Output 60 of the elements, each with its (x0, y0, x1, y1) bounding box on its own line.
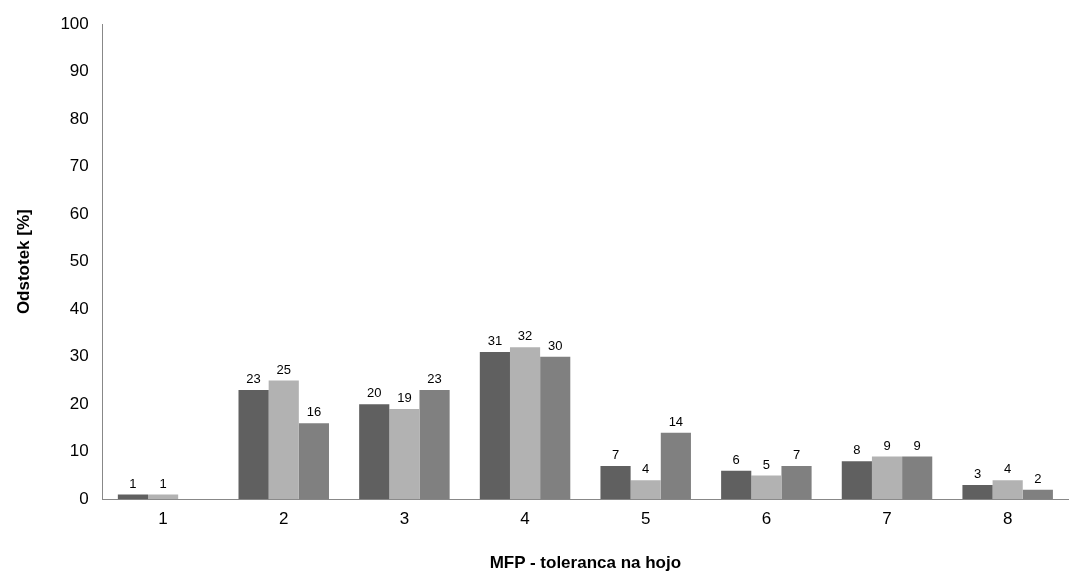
x-axis-title: MFP - toleranca na hojo (489, 553, 682, 573)
y-tick-label: 70 (69, 156, 89, 176)
bar (992, 480, 1023, 500)
data-label: 9 (913, 437, 921, 453)
bar (509, 347, 541, 500)
bar (751, 475, 782, 500)
y-tick-label: 10 (69, 441, 89, 461)
y-tick-label: 20 (69, 393, 89, 413)
data-label: 1 (159, 475, 167, 491)
data-label: 25 (276, 361, 291, 377)
data-label: 14 (668, 413, 684, 429)
y-tick-label: 40 (69, 298, 89, 318)
data-label: 23 (246, 371, 261, 387)
bar (721, 470, 752, 500)
bar (841, 461, 872, 500)
y-tick-label: 50 (69, 251, 89, 271)
x-tick-label: 3 (399, 509, 410, 529)
data-label: 30 (547, 337, 563, 353)
y-axis-title: Odstotek [%] (13, 209, 33, 315)
x-tick-label: 8 (1002, 509, 1013, 529)
y-tick-label: 30 (69, 346, 89, 366)
bar (630, 480, 661, 500)
bar (479, 351, 510, 500)
data-label: 16 (306, 404, 322, 420)
x-tick-label: 1 (158, 509, 168, 529)
data-label: 8 (853, 442, 861, 458)
data-label: 9 (883, 437, 891, 453)
data-label: 3 (973, 466, 982, 482)
data-label: 31 (487, 333, 503, 349)
data-label: 32 (517, 328, 533, 344)
data-label: 1 (129, 475, 137, 491)
y-tick-label: 80 (69, 108, 89, 128)
bar (238, 389, 269, 500)
data-label: 7 (611, 447, 620, 463)
bar (389, 408, 420, 500)
bar (962, 484, 993, 500)
y-tick-label: 90 (69, 61, 89, 81)
bar (871, 456, 903, 500)
data-label: 6 (732, 451, 740, 467)
y-tick-label: 60 (69, 203, 89, 223)
x-tick-label: 7 (882, 509, 892, 529)
data-label: 23 (427, 371, 442, 387)
data-label: 20 (367, 385, 382, 401)
data-label: 19 (397, 390, 412, 406)
x-tick-label: 4 (520, 509, 530, 529)
data-label: 4 (1004, 461, 1012, 477)
y-tick-label: 100 (60, 13, 89, 33)
data-label: 4 (642, 461, 650, 477)
bar (359, 404, 390, 500)
data-label: 5 (762, 456, 770, 472)
bar (268, 380, 299, 500)
bar (117, 494, 149, 500)
data-label: 2 (1034, 470, 1042, 486)
y-tick-label: 0 (79, 488, 89, 508)
bar (148, 494, 179, 500)
x-tick-label: 5 (640, 509, 651, 529)
x-tick-label: 6 (761, 509, 772, 529)
x-tick-label: 2 (279, 509, 289, 529)
data-label: 7 (792, 447, 801, 463)
bar (600, 465, 631, 500)
